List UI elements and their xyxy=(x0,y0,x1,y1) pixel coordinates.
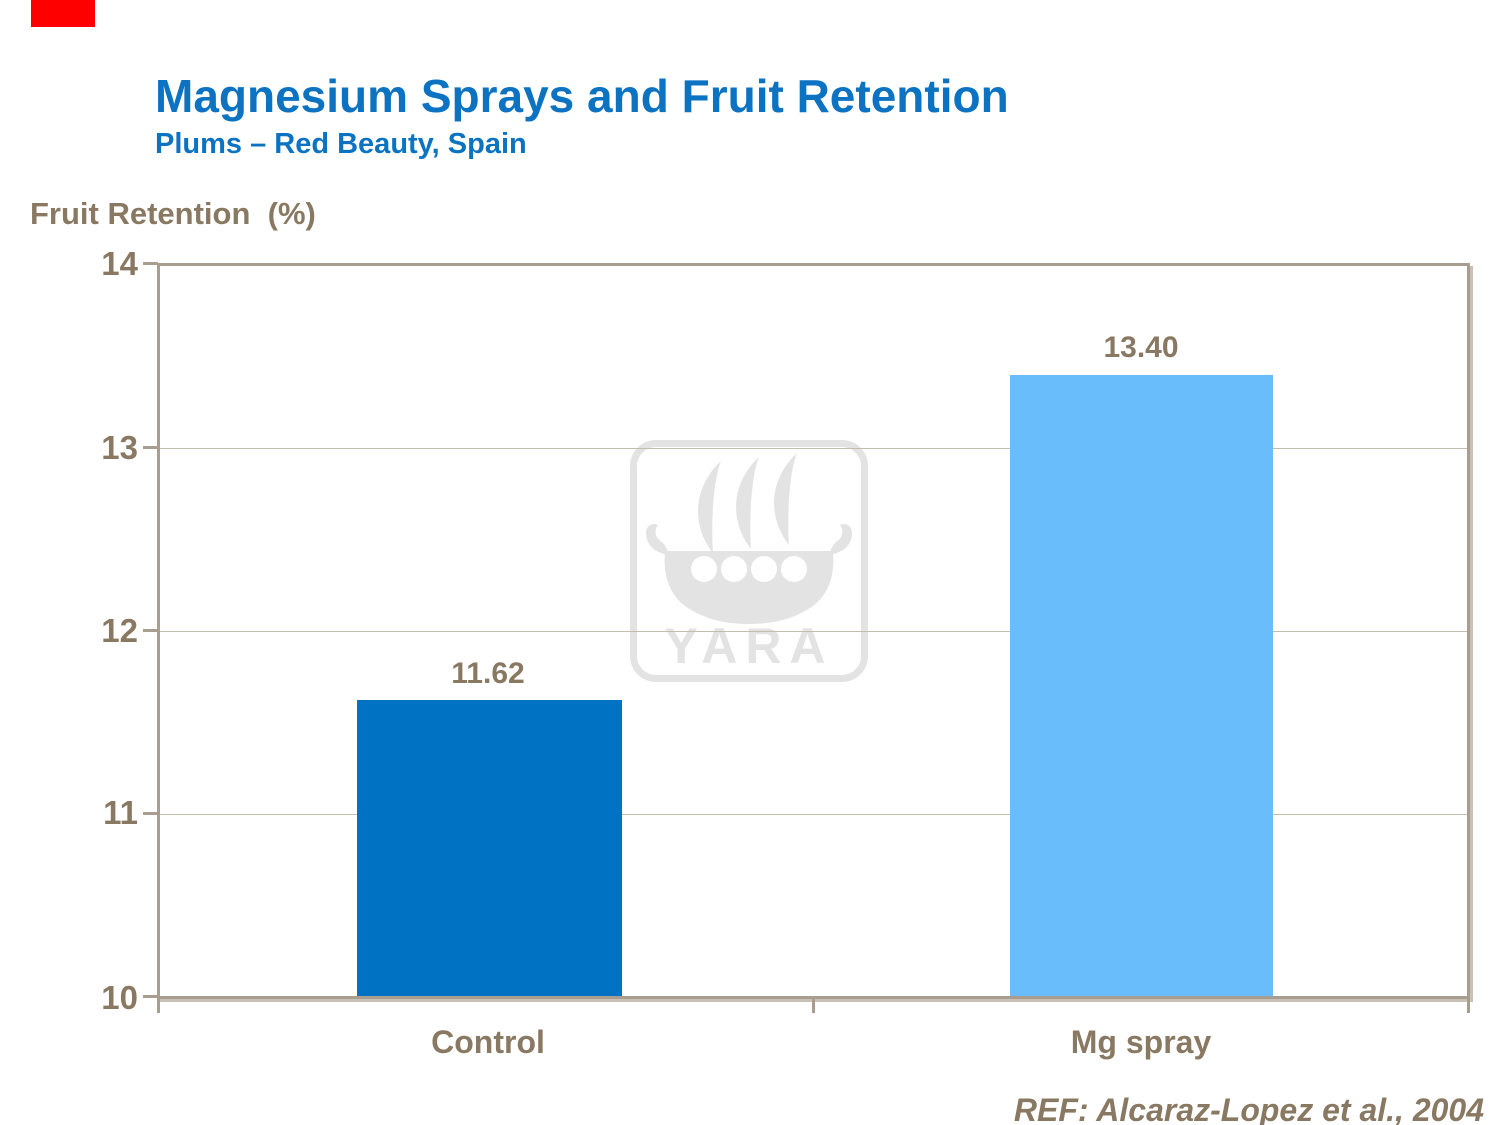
gridline-13 xyxy=(160,448,1467,449)
y-tick-label-12: 12 xyxy=(101,612,138,649)
watermark-yara-text: YARA xyxy=(664,618,833,674)
x-axis-tick xyxy=(812,997,815,1013)
y-axis-tick xyxy=(143,262,158,265)
y-axis-tick xyxy=(143,446,158,449)
yara-viking-ship-icon: YARA xyxy=(646,453,852,674)
y-axis-tick xyxy=(143,995,158,998)
gridline-11 xyxy=(160,814,1467,815)
y-axis-tick xyxy=(143,629,158,632)
y-tick-label-10: 10 xyxy=(101,979,138,1016)
x-axis-tick xyxy=(1467,997,1470,1013)
bar-mg-spray xyxy=(1010,375,1273,996)
y-axis-tick xyxy=(143,812,158,815)
plot-area: YARA xyxy=(157,263,1470,999)
y-tick-label-13: 13 xyxy=(101,429,138,466)
category-label-control: Control xyxy=(431,1024,545,1060)
gridline-12 xyxy=(160,631,1467,632)
category-label-mg-spray: Mg spray xyxy=(1070,1024,1212,1060)
value-label-mg-spray: 13.40 xyxy=(1103,331,1179,364)
slide-title: Magnesium Sprays and Fruit Retention xyxy=(155,70,1009,122)
y-tick-label-11: 11 xyxy=(103,794,138,831)
y-axis-title: Fruit Retention (%) xyxy=(30,196,316,231)
y-tick-label-14: 14 xyxy=(101,245,138,282)
red-annotation-mark xyxy=(31,0,95,27)
slide-subtitle: Plums – Red Beauty, Spain xyxy=(155,128,527,160)
reference-text: REF: Alcaraz-Lopez et al., 2004 xyxy=(1013,1092,1484,1125)
bar-control xyxy=(357,700,622,996)
x-axis-tick xyxy=(157,997,160,1013)
value-label-control: 11.62 xyxy=(451,657,525,690)
watermark-yara: YARA xyxy=(630,440,868,682)
